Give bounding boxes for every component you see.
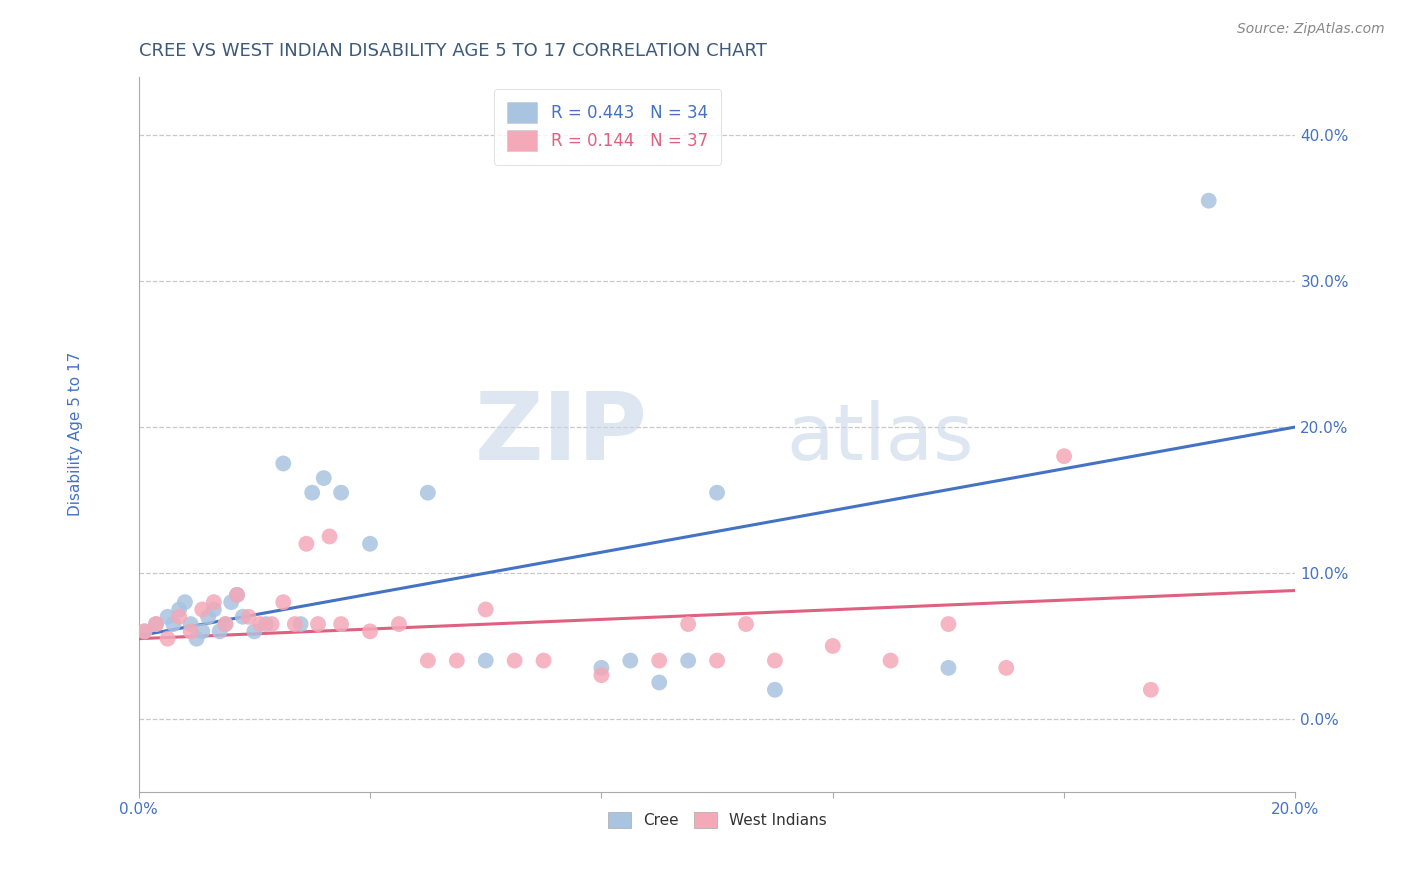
Point	[226, 588, 249, 602]
Point	[503, 654, 526, 668]
Point	[145, 617, 167, 632]
Point	[879, 654, 901, 668]
Point	[1053, 449, 1076, 463]
Point	[330, 485, 353, 500]
Point	[474, 654, 496, 668]
Point	[330, 617, 353, 632]
Point	[359, 537, 381, 551]
Point	[591, 668, 613, 682]
Legend: Cree, West Indians: Cree, West Indians	[602, 806, 832, 834]
Point	[763, 682, 786, 697]
Point	[312, 471, 335, 485]
Point	[249, 617, 271, 632]
Point	[156, 609, 179, 624]
Point	[821, 639, 844, 653]
Point	[284, 617, 307, 632]
Point	[619, 654, 641, 668]
Point	[243, 624, 266, 639]
Text: Disability Age 5 to 17: Disability Age 5 to 17	[67, 352, 83, 516]
Point	[162, 617, 184, 632]
Point	[318, 529, 340, 543]
Point	[359, 624, 381, 639]
Point	[648, 654, 671, 668]
Point	[145, 617, 167, 632]
Point	[271, 457, 294, 471]
Point	[197, 609, 219, 624]
Point	[219, 595, 242, 609]
Point	[416, 654, 439, 668]
Point	[388, 617, 411, 632]
Point	[174, 595, 197, 609]
Point	[446, 654, 468, 668]
Point	[295, 537, 318, 551]
Point	[202, 602, 225, 616]
Point	[167, 609, 190, 624]
Point	[1140, 682, 1163, 697]
Point	[591, 661, 613, 675]
Point	[226, 588, 249, 602]
Point	[180, 624, 202, 639]
Point	[938, 617, 960, 632]
Point	[167, 602, 190, 616]
Point	[533, 654, 555, 668]
Point	[474, 602, 496, 616]
Point	[180, 617, 202, 632]
Point	[676, 654, 699, 668]
Point	[156, 632, 179, 646]
Point	[202, 595, 225, 609]
Point	[706, 485, 728, 500]
Text: CREE VS WEST INDIAN DISABILITY AGE 5 TO 17 CORRELATION CHART: CREE VS WEST INDIAN DISABILITY AGE 5 TO …	[139, 42, 766, 60]
Point	[238, 609, 260, 624]
Point	[301, 485, 323, 500]
Point	[271, 595, 294, 609]
Point	[191, 624, 214, 639]
Point	[676, 617, 699, 632]
Point	[214, 617, 236, 632]
Point	[134, 624, 156, 639]
Point	[648, 675, 671, 690]
Point	[995, 661, 1018, 675]
Point	[260, 617, 283, 632]
Point	[214, 617, 236, 632]
Point	[134, 624, 156, 639]
Point	[186, 632, 208, 646]
Point	[191, 602, 214, 616]
Point	[232, 609, 254, 624]
Point	[735, 617, 758, 632]
Point	[1198, 194, 1220, 208]
Point	[938, 661, 960, 675]
Point	[208, 624, 231, 639]
Text: atlas: atlas	[786, 400, 974, 475]
Text: Source: ZipAtlas.com: Source: ZipAtlas.com	[1237, 22, 1385, 37]
Text: ZIP: ZIP	[475, 388, 648, 480]
Point	[763, 654, 786, 668]
Point	[290, 617, 312, 632]
Point	[254, 617, 277, 632]
Point	[706, 654, 728, 668]
Point	[416, 485, 439, 500]
Point	[307, 617, 329, 632]
